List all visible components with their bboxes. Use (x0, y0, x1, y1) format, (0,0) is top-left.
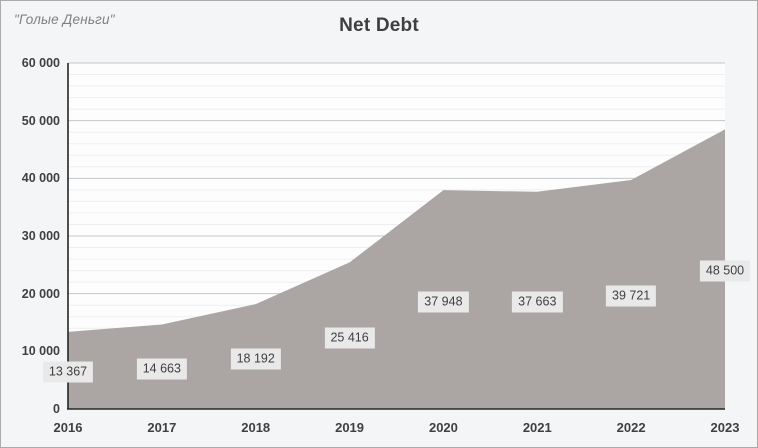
x-tick-label: 2019 (335, 420, 365, 435)
data-label: 18 192 (230, 348, 281, 370)
data-label: 14 663 (136, 358, 187, 380)
y-tick-label: 20 000 (21, 286, 60, 301)
x-tick-label: 2016 (53, 420, 83, 435)
data-label: 37 948 (418, 291, 469, 313)
x-tick-label: 2018 (241, 420, 271, 435)
y-tick-label: 40 000 (21, 171, 60, 186)
watermark: "Голые Деньги" (14, 12, 115, 27)
net-debt-area-series (68, 129, 725, 410)
x-tick-label: 2020 (428, 420, 458, 435)
data-label: 13 367 (42, 361, 94, 383)
data-label: 39 721 (606, 285, 657, 307)
y-tick-label: 60 000 (21, 56, 60, 70)
y-tick-label: 10 000 (21, 344, 60, 359)
x-tick-label: 2022 (616, 420, 646, 435)
x-tick-label: 2021 (522, 420, 552, 435)
data-label: 48 500 (699, 260, 751, 282)
data-label: 25 416 (324, 327, 375, 349)
y-tick-label: 50 000 (21, 113, 60, 128)
x-tick-label: 2023 (710, 420, 740, 435)
chart-title: Net Debt (339, 15, 419, 36)
y-tick-label: 30 000 (21, 229, 60, 243)
x-tick-label: 2017 (147, 420, 177, 435)
y-tick-label: 0 (53, 402, 60, 416)
data-label: 37 663 (512, 291, 563, 313)
